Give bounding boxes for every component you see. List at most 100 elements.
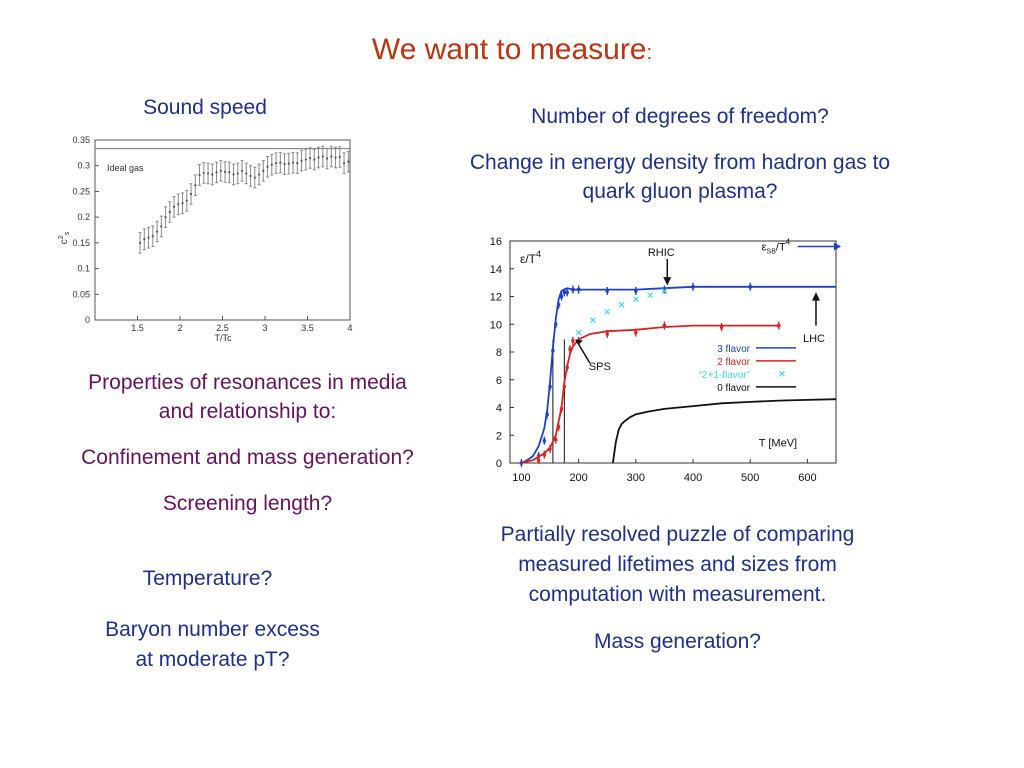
ep-marker: [568, 347, 572, 351]
mass-question: Mass generation?: [594, 630, 761, 653]
cs-point: [253, 176, 256, 179]
lhc-arrowhead: [811, 292, 820, 301]
cs-point: [138, 241, 142, 244]
screening-question: Screening length?: [162, 492, 333, 515]
slide-title: We want to measure:: [0, 33, 1024, 67]
ep-marker: [542, 453, 546, 457]
cs-ytick-label: 0.35: [72, 135, 90, 145]
dof-question: Number of degrees of freedom?: [531, 105, 829, 128]
cs-point: [313, 158, 316, 161]
cs-point: [291, 161, 295, 164]
legend-label: 3 flavor: [717, 344, 750, 355]
ep-xtick-label: 400: [684, 472, 702, 484]
cs-point: [177, 203, 180, 206]
cs-point: [245, 172, 248, 175]
cs-point: [194, 184, 197, 187]
cs-point: [296, 162, 299, 165]
energy-line-2: quark gluon plasma?: [582, 180, 778, 203]
cs-point: [143, 238, 146, 241]
ep-marker: [571, 339, 575, 343]
lhc-label: LHC: [803, 333, 825, 345]
ep-cross-marker: [604, 308, 611, 315]
legend-label: “2+1-flavor”: [699, 370, 750, 381]
ideal-gas-label: Ideal gas: [107, 163, 144, 173]
ep-ytick-label: 12: [490, 292, 502, 304]
cs-point: [223, 170, 227, 173]
cs-point: [300, 159, 303, 162]
cs-point: [202, 171, 205, 175]
cs-point: [189, 192, 193, 196]
cs-point: [347, 160, 350, 163]
cs-ylabel: c2s: [58, 231, 71, 244]
cs-point: [262, 169, 265, 172]
cs-point: [164, 216, 167, 219]
ep-xtick-label: 600: [798, 472, 816, 484]
puzzle-line-3: computation with measurement.: [528, 583, 827, 606]
cs-point: [232, 173, 235, 176]
cs-point: [236, 172, 239, 175]
cs-point: [160, 225, 163, 228]
cs-point: [147, 236, 150, 239]
ep-marker: [748, 285, 752, 289]
ep-marker: [536, 458, 541, 462]
cs-point: [151, 235, 154, 238]
confinement-question: Confinement and mass generation?: [81, 446, 414, 469]
ep-ytick-label: 6: [496, 375, 502, 387]
cs-xtick-label: 3: [262, 323, 267, 333]
title-text: We want to measure: [371, 33, 647, 66]
ep-ytick-label: 14: [490, 264, 502, 276]
ep-marker: [554, 322, 558, 326]
ep-marker: [559, 294, 564, 299]
ep-ytick-label: 10: [490, 319, 502, 331]
ep-marker: [605, 332, 609, 336]
puzzle-line-2: measured lifetimes and sizes from: [518, 553, 837, 576]
ep-ylabel: ε/T4: [520, 249, 541, 266]
ep-ytick-label: 16: [490, 236, 502, 248]
cs-point: [317, 156, 320, 159]
baryon-line-2: at moderate pT?: [135, 648, 290, 671]
cs-xtick-label: 2.5: [216, 323, 229, 333]
cs-point: [181, 202, 184, 205]
cs-xtick-label: 2: [177, 323, 182, 333]
ep-series-line: [612, 398, 837, 464]
energy-line-1: Change in energy density from hadron gas…: [469, 151, 891, 174]
ep-cross-marker: [647, 292, 654, 299]
ep-ytick-label: 0: [496, 458, 502, 470]
cs-ytick-label: 0.25: [72, 186, 90, 196]
ep-marker: [634, 330, 638, 335]
ep-xtick-label: 200: [569, 472, 587, 484]
ep-marker: [691, 285, 695, 289]
puzzle-line-1: Partially resolved puzzle of comparing: [500, 523, 855, 546]
ep-cross-marker: [632, 296, 639, 303]
title-colon: :: [646, 42, 653, 64]
baryon-line-1: Baryon number excess: [105, 618, 320, 641]
ep-marker: [605, 289, 609, 293]
ep-marker: [559, 407, 564, 411]
ep-marker: [562, 385, 566, 389]
cs-point: [308, 156, 312, 160]
ep-xtick-label: 100: [512, 472, 530, 484]
ep-marker: [548, 385, 552, 389]
cs-point: [240, 169, 244, 172]
ep-marker: [662, 287, 667, 292]
cs-ytick-label: 0: [85, 315, 90, 325]
sps-label: SPS: [589, 361, 611, 373]
resonances-line-2: and relationship to:: [158, 400, 337, 423]
ep-marker: [662, 324, 667, 328]
cs-point: [338, 155, 341, 159]
cs-point: [211, 173, 214, 176]
ep-cross-marker: [661, 288, 668, 294]
ep-ytick-label: 2: [496, 430, 502, 442]
ep-marker: [577, 287, 581, 292]
cs-point: [304, 158, 307, 161]
cs-point: [228, 171, 231, 174]
ep-marker: [571, 287, 575, 292]
cs-ytick-label: 0.2: [77, 212, 90, 222]
ep-marker: [542, 439, 546, 443]
ep-marker: [554, 437, 558, 442]
ep-ytick-label: 8: [496, 347, 502, 359]
cs-ytick-label: 0.15: [72, 238, 90, 248]
cs-xlabel: T/Tc: [215, 333, 232, 343]
cs-point: [325, 157, 329, 160]
ep-marker: [562, 290, 566, 294]
